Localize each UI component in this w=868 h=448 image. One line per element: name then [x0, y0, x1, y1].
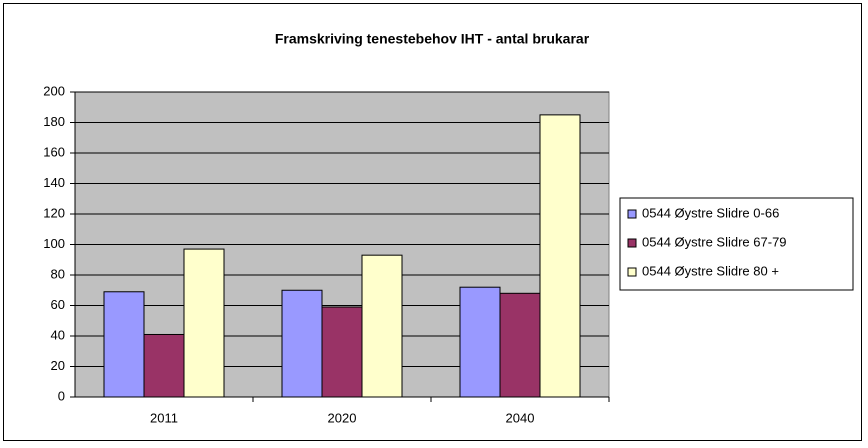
- y-tick-label: 40: [51, 327, 65, 342]
- y-tick-label: 100: [43, 236, 65, 251]
- legend-label: 0544 Øystre Slidre 80 +: [642, 263, 779, 278]
- y-tick-label: 80: [51, 266, 65, 281]
- bar: [321, 306, 363, 398]
- bar: [361, 254, 403, 398]
- bar: [499, 292, 541, 398]
- y-tick-label: 160: [43, 144, 65, 159]
- chart-title: Framskriving tenestebehov IHT - antal br…: [275, 31, 590, 47]
- legend-swatch: [627, 267, 637, 277]
- y-tick-label: 180: [43, 114, 65, 129]
- legend-swatch: [627, 209, 637, 219]
- bar: [143, 333, 185, 398]
- y-tick-label: 200: [43, 83, 65, 98]
- x-tick-label: 2020: [328, 410, 357, 425]
- legend-label: 0544 Øystre Slidre 0-66: [642, 205, 779, 220]
- y-tick-label: 0: [58, 388, 65, 403]
- legend-box: [619, 197, 854, 291]
- x-tick-label: 2040: [506, 410, 535, 425]
- y-tick-label: 60: [51, 297, 65, 312]
- bar: [183, 248, 225, 398]
- bar: [281, 289, 323, 398]
- legend-swatch: [627, 238, 637, 248]
- y-tick-label: 120: [43, 205, 65, 220]
- y-tick-label: 20: [51, 358, 65, 373]
- x-tick-label: 2011: [150, 410, 178, 425]
- bar: [539, 114, 581, 398]
- legend-label: 0544 Øystre Slidre 67-79: [642, 234, 787, 249]
- bar: [459, 286, 501, 398]
- y-tick-label: 140: [43, 175, 65, 190]
- bar: [103, 291, 145, 398]
